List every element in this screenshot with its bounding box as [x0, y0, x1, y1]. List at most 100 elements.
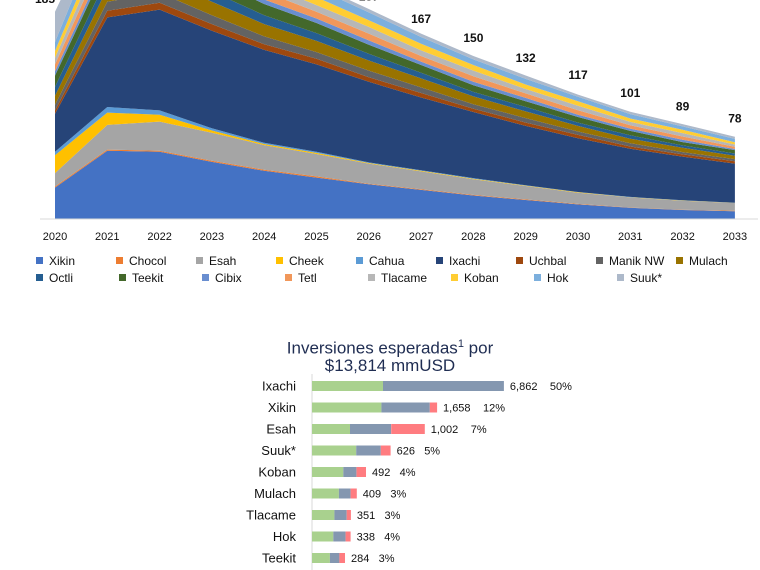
legend-item: Xikin — [36, 254, 116, 268]
legend-swatch — [36, 257, 43, 264]
area-series-10 — [55, 0, 735, 154]
bar-segment — [312, 510, 335, 520]
legend-item: Octli — [36, 271, 119, 285]
bar-value-label: 1,002 — [431, 424, 459, 436]
x-tick-label: 2027 — [409, 231, 433, 243]
legend-item: Ixachi — [436, 254, 516, 268]
bar-category-label: Mulach — [254, 486, 296, 501]
legend-swatch — [617, 274, 624, 281]
legend-item: Cahua — [356, 254, 436, 268]
legend-label: Uchbal — [529, 253, 567, 268]
area-series-0 — [55, 150, 735, 219]
total-data-label: 117 — [568, 68, 588, 82]
bar-value-label: 409 — [363, 489, 381, 501]
bar-segment — [350, 424, 392, 434]
bar-category-label: Suuk* — [261, 443, 296, 458]
bar-percent-label: 3% — [384, 510, 400, 522]
x-tick-label: 2032 — [670, 231, 694, 243]
x-tick-label: 2028 — [461, 231, 485, 243]
legend-row: Octli Teekit Cibix Tetl Tlacame Koban Hok Suuk* — [36, 269, 756, 286]
bar-value-label: 626 — [397, 446, 415, 458]
legend-label: Suuk* — [630, 270, 663, 285]
legend-label: Cheek — [289, 253, 324, 268]
x-tick-label: 2021 — [95, 231, 119, 243]
legend-item: Mulach — [676, 254, 756, 268]
bar-chart: Ixachi 6,862 50% Xikin 1,658 12% Esah 1,002 7% Su… — [246, 374, 572, 570]
legend-swatch — [676, 257, 683, 264]
legend-swatch — [36, 274, 43, 281]
legend-item: Teekit — [119, 271, 202, 285]
bar-category-label: Hok — [273, 529, 297, 544]
bar-chart-title-rest: por — [463, 338, 494, 358]
legend-swatch — [534, 274, 541, 281]
bar-segment — [381, 402, 430, 413]
area-series-12 — [55, 0, 735, 149]
bar-segment — [312, 445, 357, 456]
bar-segment — [312, 424, 350, 434]
legend-swatch — [116, 257, 123, 264]
total-data-label: 167 — [411, 12, 431, 26]
area-series-7 — [55, 0, 735, 162]
legend-item: Uchbal — [516, 254, 596, 268]
legend-item: Manik NW — [596, 254, 676, 268]
bar-percent-label: 12% — [483, 403, 505, 415]
legend-swatch — [436, 257, 443, 264]
bar-category-label: Xikin — [268, 400, 296, 415]
legend-label: Xikin — [49, 253, 76, 268]
legend-swatch — [285, 274, 292, 281]
bar-segment — [334, 510, 347, 520]
x-tick-label: 2023 — [200, 231, 224, 243]
legend-label: Mulach — [689, 253, 728, 268]
bar-percent-label: 4% — [384, 532, 400, 544]
area-series-5 — [55, 9, 735, 203]
legend-item: Chocol — [116, 254, 196, 268]
x-tick-label: 2022 — [147, 231, 171, 243]
legend-row: Xikin Chocol Esah Cheek Cahua Ixachi Uchbal Man… — [36, 252, 756, 269]
bar-category-label: Esah — [266, 422, 296, 437]
legend-swatch — [356, 257, 363, 264]
legend-label: Octli — [49, 270, 73, 285]
bar-segment — [391, 424, 425, 434]
bar-chart-title-main: Inversiones esperadas — [286, 338, 458, 358]
x-tick-label: 2030 — [566, 231, 590, 243]
bar-segment — [356, 467, 366, 477]
total-data-label: 101 — [620, 86, 640, 100]
x-tick-label: 2025 — [304, 231, 328, 243]
legend-label: Esah — [209, 253, 237, 268]
bar-segment — [429, 402, 438, 413]
legend-swatch — [196, 257, 203, 264]
legend-label: Tlacame — [381, 270, 428, 285]
area-series-15 — [55, 0, 735, 143]
legend-item: Cibix — [202, 271, 285, 285]
total-data-label: 89 — [676, 99, 690, 113]
x-tick-label: 2033 — [723, 231, 747, 243]
legend-item: Tlacame — [368, 271, 451, 285]
area-series-2 — [55, 121, 735, 211]
bar-percent-label: 4% — [400, 467, 416, 479]
bar-segment — [312, 531, 334, 542]
bar-segment — [312, 553, 330, 563]
bar-segment — [350, 488, 357, 499]
bar-segment — [329, 553, 340, 563]
bar-category-label: Ixachi — [262, 379, 296, 394]
area-series-3 — [55, 112, 735, 203]
x-tick-label: 2031 — [618, 231, 642, 243]
legend-swatch — [276, 257, 283, 264]
bar-segment — [383, 381, 504, 391]
bar-value-label: 284 — [351, 553, 369, 565]
legend-label: Hok — [547, 270, 569, 285]
x-tick-label: 2026 — [357, 231, 381, 243]
bar-segment — [356, 445, 381, 456]
bar-value-label: 492 — [372, 467, 390, 479]
bar-segment — [345, 531, 351, 542]
bar-value-label: 6,862 — [510, 381, 538, 393]
area-chart-legend: Xikin Chocol Esah Cheek Cahua Ixachi Uchbal Man… — [36, 252, 756, 286]
bar-category-label: Koban — [258, 465, 296, 480]
bar-segment — [333, 531, 346, 542]
bar-value-label: 338 — [357, 532, 375, 544]
bar-segment — [380, 445, 391, 456]
bar-percent-label: 3% — [390, 489, 406, 501]
legend-swatch — [596, 257, 603, 264]
bar-category-label: Teekit — [262, 551, 296, 566]
legend-label: Manik NW — [609, 253, 665, 268]
